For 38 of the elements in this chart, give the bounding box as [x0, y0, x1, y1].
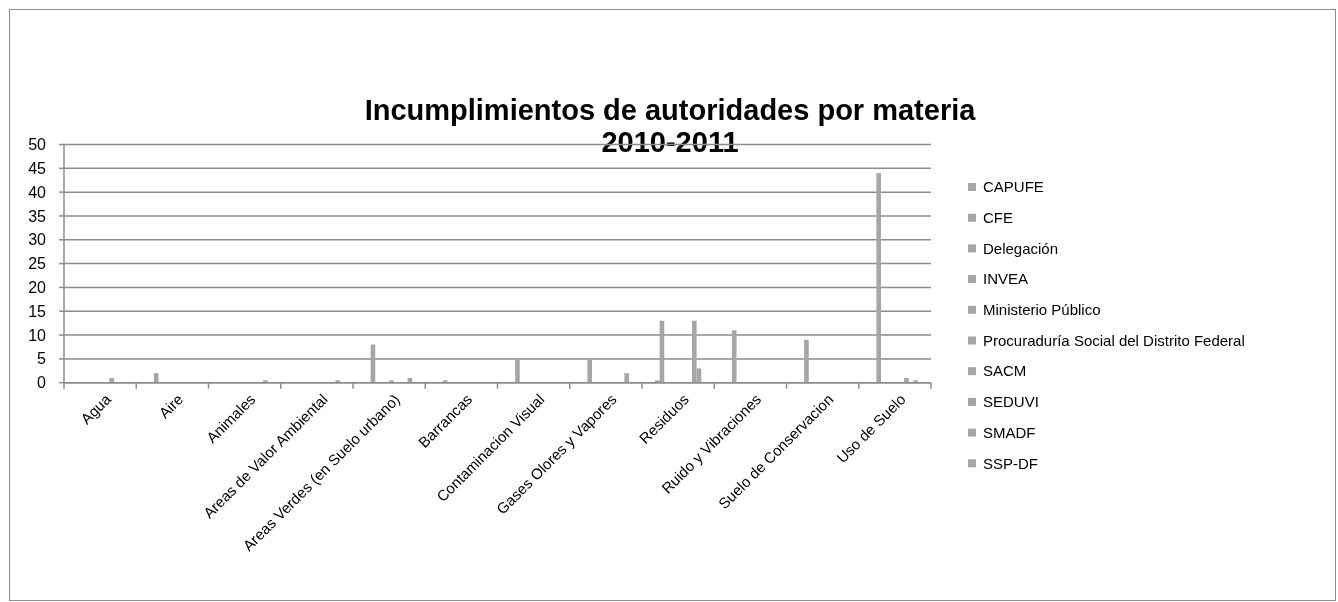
legend-label: Procuraduría Social del Distrito Federal: [983, 331, 1245, 349]
legend-label: SEDUVI: [983, 393, 1039, 411]
y-tick-label: 50: [28, 136, 47, 154]
bar: [442, 380, 448, 383]
y-tick-label: 5: [37, 350, 47, 368]
legend-label: SACM: [983, 362, 1027, 380]
legend-label: SMADF: [983, 423, 1036, 441]
legend-label: INVEA: [983, 270, 1029, 288]
y-tick-label: 30: [28, 231, 47, 249]
y-tick-label: 35: [28, 207, 47, 225]
bar: [263, 380, 268, 383]
bar: [389, 380, 394, 383]
bar: [624, 373, 629, 383]
legend-label: Ministerio Público: [983, 301, 1101, 319]
bar: [109, 377, 114, 383]
legend-label: SSP-DF: [983, 454, 1039, 472]
chart-title: Incumplimientos de autoridades por materia 2010-2011: [364, 94, 977, 158]
y-tick-label: 0: [37, 374, 47, 392]
y-tick-label: 15: [28, 302, 47, 320]
bar: [515, 358, 520, 383]
bar: [153, 373, 159, 383]
bar: [731, 330, 737, 383]
legend-label: Delegación: [983, 239, 1059, 257]
y-tick-label: 40: [28, 183, 47, 201]
y-tick-label: 25: [28, 255, 47, 273]
bar: [876, 173, 881, 383]
bar: [335, 380, 340, 383]
y-tick-label: 20: [28, 279, 47, 297]
bar: [804, 339, 809, 383]
y-tick-label: 45: [28, 159, 47, 177]
bar: [587, 358, 592, 383]
y-tick-label: 10: [28, 326, 47, 344]
bar: [904, 377, 909, 383]
bar: [692, 320, 697, 383]
bar: [913, 380, 918, 383]
x-tick-label: Aire: [155, 390, 187, 422]
legend-label: CFE: [983, 208, 1013, 226]
legend-label: CAPUFE: [983, 178, 1044, 196]
